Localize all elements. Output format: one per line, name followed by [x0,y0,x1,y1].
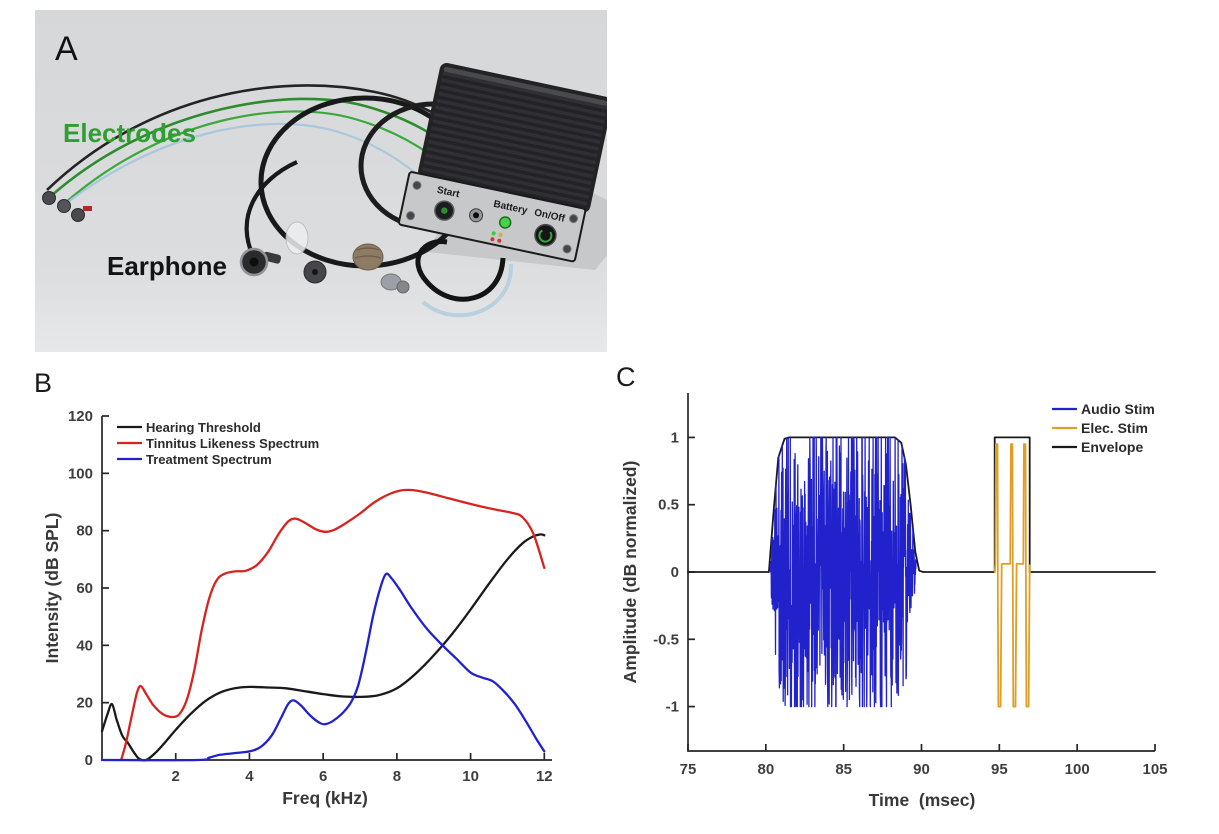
eartip-gray-small [396,280,410,294]
battery-led [498,216,512,229]
x-tick-label-B: 12 [536,768,553,785]
device-top-face [422,67,608,209]
x-tick-label-B: 2 [172,768,180,785]
device-cable-blue [421,263,514,318]
eartip-black-hole [312,269,318,275]
electrode-disc-2 [57,199,71,213]
panel-a-photo: Start Battery On/Off A Electrodes Earpho… [35,10,639,352]
legend-label-B: Hearing Threshold [146,420,261,435]
y-tick-label-C: 0.5 [658,497,679,514]
earphone-label: Earphone [107,251,227,281]
electrode-disc-1 [42,191,56,205]
curve-envelope [687,436,1156,573]
device-start-label: Start [436,185,461,201]
y-tick-label-B: 120 [68,408,93,425]
legend-label-B: Treatment Spectrum [146,452,272,467]
x-tick-label-C: 85 [835,761,852,778]
x-tick-label-C: 100 [1065,761,1090,778]
curve-audio-stim [769,436,917,708]
x-tick-label-C: 75 [680,761,697,778]
panel-screw [569,214,579,224]
panel-c-label: C [616,362,636,392]
y-tick-label-B: 0 [85,752,93,769]
start-button-center [441,207,448,214]
y-tick-label-C: -1 [666,699,679,716]
y-axis-title-B: Intensity (dB SPL) [42,513,62,664]
x-tick-label-C: 80 [757,761,774,778]
curve-elec-stim [993,443,1031,708]
eartip-foam [352,243,384,271]
device-top-highlight [443,66,609,106]
x-tick-label-C: 90 [913,761,930,778]
x-axis-title-B: Freq (kHz) [282,788,368,808]
device-photo-illustration: Start Battery On/Off A Electrodes Earpho… [35,10,639,352]
y-tick-label-C: 1 [671,429,679,446]
x-tick-label-B: 4 [245,768,254,785]
electrode-connector-red [83,206,92,211]
electrodes-label: Electrodes [63,118,196,148]
curve-tinnitus-likeness-spectrum [120,488,546,762]
panel-screw [412,180,422,190]
x-tick-label-C: 105 [1142,761,1167,778]
x-tick-label-B: 8 [393,768,401,785]
legend-label-B: Tinnitus Likeness Spectrum [146,436,319,451]
y-tick-label-B: 100 [68,465,93,482]
panel-b-label: B [34,368,53,398]
y-tick-label-C: 0 [671,564,679,581]
indicator-led-yellow [498,232,503,237]
onoff-button[interactable] [533,223,558,248]
legend-label-C: Elec. Stim [1081,420,1148,436]
indicator-led-red [490,237,495,242]
earphone-cable [244,160,298,261]
y-axis-title-C: Amplitude (dB normalized) [620,461,640,684]
electrode-disc-3 [71,208,85,222]
earphone-nozzle [249,257,259,267]
stimulator-device: Start Battery On/Off [398,63,613,263]
eartip-clear [285,221,309,255]
audio-jack-plug [473,212,480,219]
y-tick-label-C: -0.5 [653,631,679,648]
curve-treatment-spectrum [100,572,546,762]
panel-screw [406,211,416,221]
panel-screw [562,244,572,254]
chart-c-stimulus-timing: 75 80 85 90 95 100 105 -1 -0.5 0 0.5 1 Time (msec) Am… [620,393,1168,810]
x-tick-label-C: 95 [991,761,1008,778]
x-axis-title-C: Time (msec) [869,790,976,810]
panel-a-label: A [55,30,78,68]
device-cable-black [415,239,506,302]
y-tick-label-B: 60 [76,580,93,597]
eartip-foam-texture [354,247,382,259]
x-tick-label-B: 6 [319,768,327,785]
legend-label-C: Audio Stim [1081,401,1155,417]
x-tick-label-B: 10 [462,768,479,785]
indicator-led-green [491,231,496,236]
curve-hearing-threshold [100,533,546,762]
y-tick-label-B: 40 [76,637,93,654]
onoff-glyph [538,229,553,243]
indicator-led-red2 [497,238,502,243]
legend-label-C: Envelope [1081,439,1143,455]
y-tick-label-B: 80 [76,523,93,540]
y-tick-label-B: 20 [76,695,93,712]
